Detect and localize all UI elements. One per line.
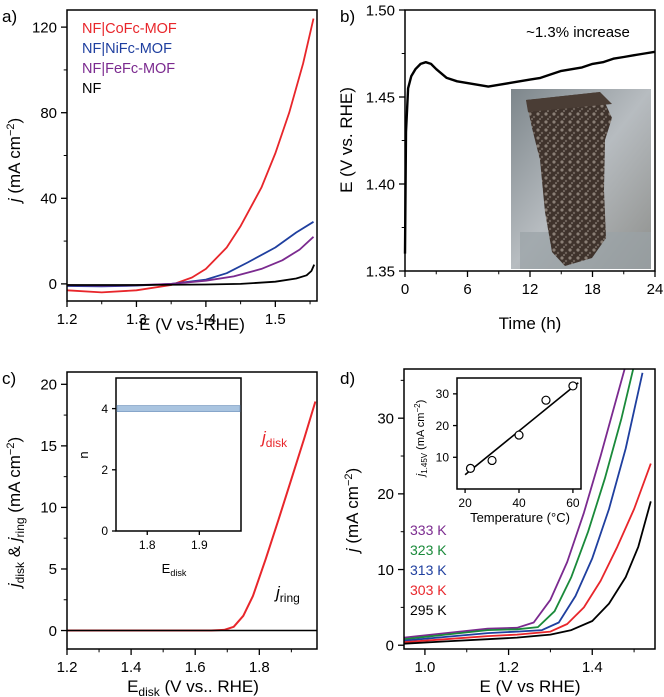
plot-frame: [403, 368, 656, 650]
inset-y-axis-label: j1.45V (mA cm−2): [413, 400, 429, 479]
legend-entry: 303 K: [410, 582, 447, 598]
y-tick-label: 20: [436, 419, 450, 433]
panel-label: d): [340, 369, 355, 388]
legend-entry: 323 K: [410, 542, 447, 558]
data-point: [465, 463, 476, 473]
annotation-increase: ~1.3% increase: [526, 24, 630, 41]
x-axis-label: E (V vs. RHE): [139, 315, 245, 334]
x-axis-label: E (V vs RHE): [479, 677, 580, 696]
y-tick-label: 1.35: [366, 263, 395, 280]
data-point: [568, 381, 578, 391]
label-j-disk: jdisk: [260, 428, 288, 450]
x-tick-label: 1.8: [249, 659, 270, 676]
x-axis-label: Time (h): [499, 314, 562, 333]
y-tick-label: 0: [386, 637, 394, 654]
panel-a: a) 1.2 1.3 1.4 1.5 0 40 80 120 NF|CoFc-MOF NF|N…: [2, 7, 318, 334]
y-tick-label: 30: [436, 387, 450, 401]
x-tick-label: 0: [401, 281, 409, 298]
x-tick-label: 18: [584, 281, 601, 298]
y-axis-label: j (mA cm−2): [343, 468, 362, 554]
series-line-323-k: [404, 369, 635, 641]
x-tick-label: 1.5: [265, 311, 286, 328]
series-line-303-k: [404, 463, 652, 644]
panel-d: d) 1.0 1.2 1.4 0 10 20 30 333 K 323 K 313 K 303 …: [340, 368, 656, 696]
y-tick-label: 1.45: [366, 89, 395, 106]
inset-n-plot: 1.8 1.9 0 2 4 Edisk n: [76, 377, 242, 578]
y-tick-label: 20: [377, 486, 394, 503]
y-axis-label: E (V vs. RHE): [337, 87, 356, 193]
y-axis-label: j (mA cm−2): [5, 118, 24, 204]
x-tick-label: 1.4: [582, 659, 603, 676]
y-tick-label: 5: [49, 561, 57, 578]
legend-entry: NF: [82, 81, 101, 97]
inset-x-axis-label: Edisk: [162, 561, 187, 578]
y-tick-label: 1.50: [366, 2, 395, 19]
y-tick-label: 0: [49, 276, 57, 293]
x-tick-label: 12: [522, 281, 539, 298]
legend-entry: NF|NiFc-MOF: [82, 41, 172, 57]
series-line-295-k: [404, 501, 652, 645]
fit-line: [464, 382, 579, 476]
x-tick-label: 40: [512, 496, 526, 510]
data-point: [541, 395, 551, 405]
x-tick-label: 60: [566, 496, 580, 510]
y-tick-label: 120: [32, 19, 57, 36]
data-point: [514, 430, 524, 440]
legend: 333 K 323 K 313 K 303 K 295 K: [410, 522, 447, 618]
plot-frame: [66, 371, 318, 650]
x-tick-label: 1.2: [498, 659, 519, 676]
x-tick-label: 1.8: [139, 538, 156, 552]
legend-entry: NF|CoFc-MOF: [82, 21, 177, 37]
x-tick-label: 1.2: [57, 659, 78, 676]
x-tick-label: 6: [463, 281, 471, 298]
series-line-e-vs-t: [403, 50, 656, 254]
x-tick-label: 1.4: [121, 659, 142, 676]
panel-b: b) 0 6 12 18 24 1.351: [337, 2, 663, 333]
panel-label: a): [2, 7, 17, 26]
x-tick-label: 1.3: [126, 311, 147, 328]
x-tick-label: 20: [458, 496, 472, 510]
x-tick-label: 24: [647, 281, 664, 298]
series-line-nf: [67, 264, 316, 286]
y-tick-label: 0: [49, 623, 57, 640]
legend-entry: 333 K: [410, 522, 447, 538]
series-line-313-k: [404, 372, 644, 642]
y-tick-label: 40: [40, 191, 57, 208]
y-tick-label: 10: [436, 450, 450, 464]
y-tick-label: 20: [40, 377, 57, 394]
y-tick-label: 2: [101, 463, 108, 477]
x-axis-label: Edisk (V vs.. RHE): [127, 677, 259, 697]
inset-y-axis-label: n: [76, 451, 91, 458]
legend-entry: 313 K: [410, 562, 447, 578]
x-tick-label: 1.2: [57, 311, 78, 328]
data-point: [487, 455, 497, 466]
x-tick-label: 1.9: [191, 538, 208, 552]
series-line-333-k: [404, 369, 626, 639]
y-tick-label: 10: [377, 562, 394, 579]
y-tick-label: 4: [101, 402, 108, 416]
inset-temperature-plot: 20 40 60 10 20 30 Temperature (°C) j1.45V (m…: [413, 377, 582, 525]
y-tick-label: 80: [40, 105, 57, 122]
y-tick-label: 30: [377, 410, 394, 427]
electrode-photo-inset: [511, 89, 651, 269]
series-line-nf-cofc-mof: [66, 18, 315, 294]
y-tick-label: 1.40: [366, 176, 395, 193]
panel-label: c): [2, 369, 16, 388]
legend-entry: 295 K: [410, 602, 447, 618]
y-tick-label: 10: [40, 500, 57, 517]
y-axis-label: jdisk & jring (mA cm−2): [5, 437, 27, 589]
legend: NF|CoFc-MOF NF|NiFc-MOF NF|FeFc-MOF NF: [82, 21, 177, 97]
legend-entry: NF|FeFc-MOF: [82, 61, 175, 77]
label-j-ring: jring: [274, 583, 300, 605]
y-tick-label: 0: [101, 524, 108, 538]
panel-label: b): [340, 7, 355, 26]
x-tick-label: 1.6: [185, 659, 206, 676]
n-value-band: [116, 405, 241, 413]
inset-x-axis-label: Temperature (°C): [470, 510, 570, 525]
x-tick-label: 1.4: [195, 311, 216, 328]
y-tick-label: 15: [40, 438, 57, 455]
x-tick-label: 1.0: [414, 659, 435, 676]
